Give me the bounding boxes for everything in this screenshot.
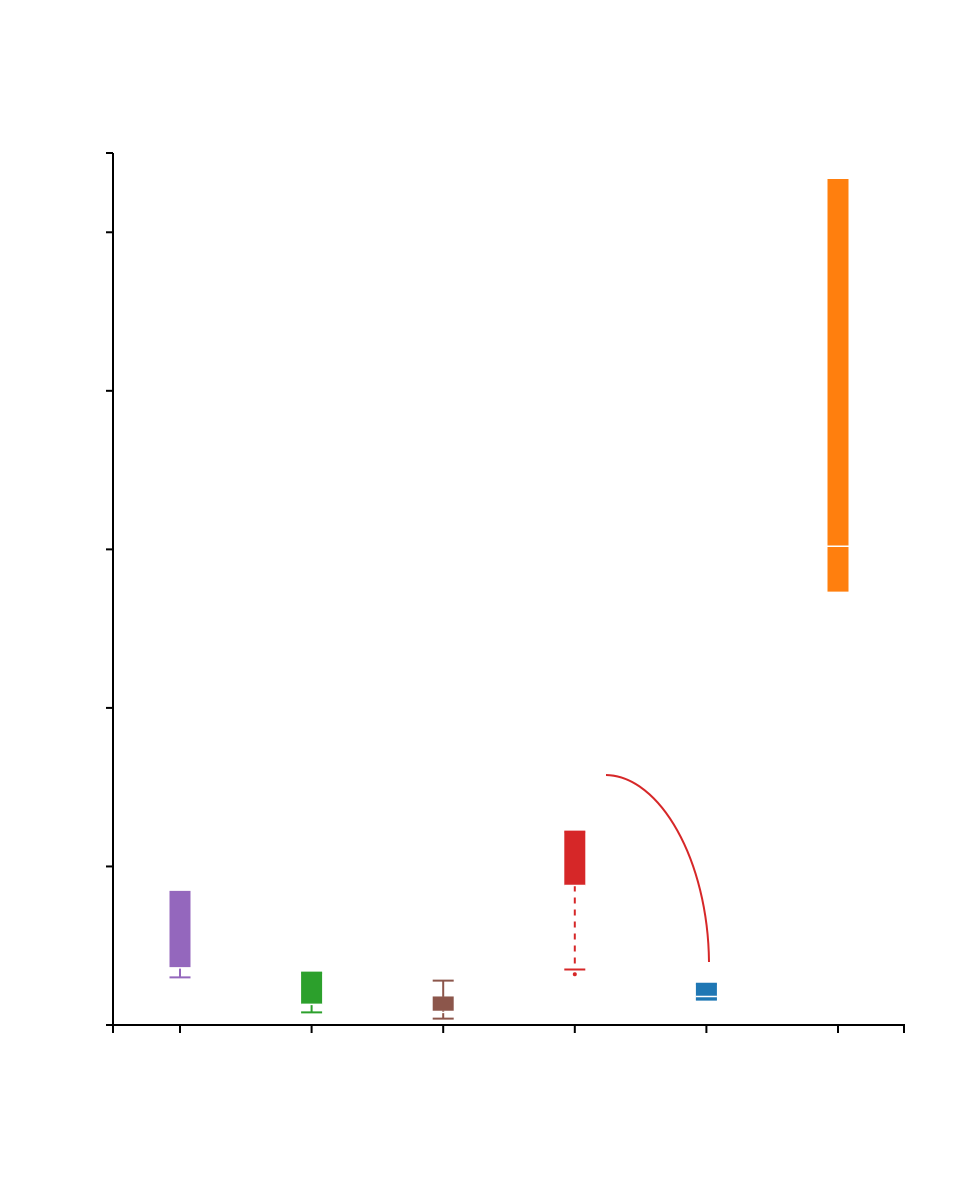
- flier: [572, 972, 577, 977]
- box: [827, 179, 849, 591]
- box: [169, 891, 191, 968]
- box: [695, 983, 717, 1000]
- box: [432, 996, 454, 1011]
- box: [301, 972, 323, 1005]
- annotation-arrow: [605, 774, 710, 963]
- box: [564, 831, 586, 886]
